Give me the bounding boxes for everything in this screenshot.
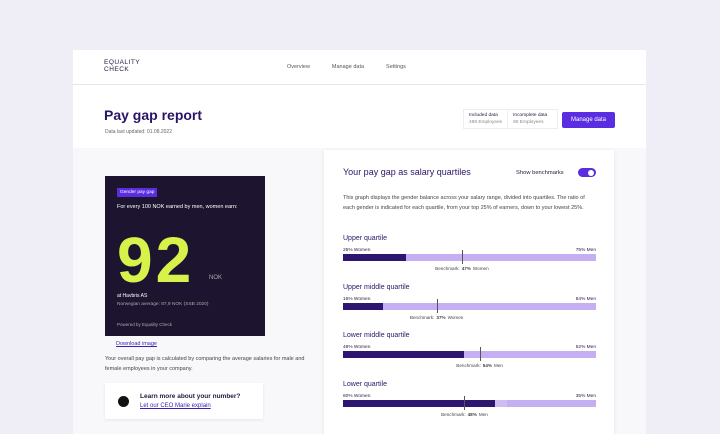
benchmark-line (436, 298, 438, 313)
women-label: 16% Women (343, 296, 371, 302)
badge: Gender pay gap (117, 188, 158, 197)
manage-button[interactable]: Manage data (562, 112, 615, 128)
stat-value: 80 Employees (513, 120, 544, 125)
logo-line: EQUALITY (104, 59, 141, 66)
stat-value: 488 Employees (469, 120, 503, 125)
benchmark-text: Benchmark: 47% Women (412, 266, 512, 271)
benchmark-part: Benchmark: (441, 411, 466, 417)
video-card[interactable]: Learn more about your number? Let our CE… (105, 383, 263, 419)
benchmark-line (479, 347, 481, 361)
panel-title: Your pay gap as salary quartiles (343, 167, 471, 177)
men-label: 35% Men (575, 393, 596, 399)
gap-unit: NOK (209, 275, 223, 281)
women-bar (343, 399, 495, 407)
toggle-label: Show benchmarks (516, 170, 564, 176)
benchmark-part: Men (494, 363, 503, 368)
explanation: Your overall pay gap is calculated by co… (105, 356, 305, 372)
men-label: 75% Men (575, 248, 596, 253)
women-bar (343, 351, 465, 358)
women-bar (343, 254, 407, 261)
men-label: 84% Men (575, 296, 596, 302)
stat-label: Incomplete data (513, 113, 548, 118)
gap-card: Gender pay gap For every 100 NOK earned … (105, 176, 265, 336)
men-bar (464, 351, 596, 358)
benchmark-part: Women (472, 266, 489, 271)
benchmark-part: Benchmark: (456, 363, 481, 368)
women-label: 48% Women (343, 345, 371, 350)
updated: Data last updated: 01.08.2022 (105, 129, 172, 135)
benchmark-part: Benchmark: (409, 314, 435, 320)
benchmark-part: 47% (461, 266, 471, 271)
benchmark-part: Men (478, 411, 488, 417)
quartile-name: Lower quartile (343, 380, 387, 388)
men-bar (507, 399, 596, 407)
benchmark-part: Women (447, 314, 464, 320)
benchmark-text: Benchmark: 54% Men (430, 363, 530, 368)
divider (73, 84, 646, 85)
page-title: Pay gap report (104, 107, 203, 123)
benchmark-line (461, 250, 463, 264)
quartile-name: Upper quartile (343, 235, 387, 242)
average: Norwegian average: 87,9 NOK (SSB 2020) (117, 302, 209, 307)
description: This graph displays the gender balance a… (343, 195, 585, 211)
gap-number: 92 (117, 224, 195, 296)
benchmark-part: 54% (482, 363, 492, 368)
app-window: EQUALITY CHECK Overview Manage data Sett… (73, 50, 646, 434)
video-title: Learn more about your number? (140, 393, 241, 400)
women-label: 25% Women (343, 248, 371, 253)
stats: Included data 488 Employees Incomplete da… (463, 109, 558, 129)
quartile-panel: Your pay gap as salary quartiles Show be… (324, 150, 614, 434)
intro: For every 100 NOK earned by men, women e… (117, 204, 238, 210)
play-icon (118, 396, 129, 407)
company: at Havbris AS (117, 293, 148, 299)
toggle[interactable] (578, 168, 596, 177)
powered: Powered by Equality Check (117, 322, 173, 327)
quartile-name: Lower middle quartile (343, 332, 410, 339)
men-bar (406, 254, 596, 261)
video-link[interactable]: Let our CEO Marie explain (140, 403, 211, 409)
nav: Overview Manage data Settings (287, 64, 406, 70)
benchmark-line (464, 395, 466, 410)
stat-label: Included data (469, 113, 498, 118)
nav-link[interactable]: Settings (386, 64, 406, 70)
download-link[interactable]: Download image (116, 341, 157, 347)
women-bar (343, 302, 384, 310)
women-label: 60% Women (343, 393, 371, 399)
nav-link[interactable]: Manage data (331, 64, 365, 70)
benchmark-part: 48% (467, 411, 477, 417)
benchmark-text: Benchmark: 37% Women (387, 315, 487, 320)
logo-line: CHECK (104, 66, 130, 73)
benchmark-part: 37% (436, 314, 446, 320)
men-label: 52% Men (575, 345, 596, 350)
nav-link[interactable]: Overview (287, 64, 310, 70)
men-bar (383, 302, 596, 310)
quartile-name: Upper middle quartile (343, 283, 410, 291)
benchmark-text: Benchmark: 48% Men (414, 412, 514, 417)
logo: EQUALITY CHECK (104, 59, 140, 73)
benchmark-part: Benchmark: (435, 266, 460, 271)
